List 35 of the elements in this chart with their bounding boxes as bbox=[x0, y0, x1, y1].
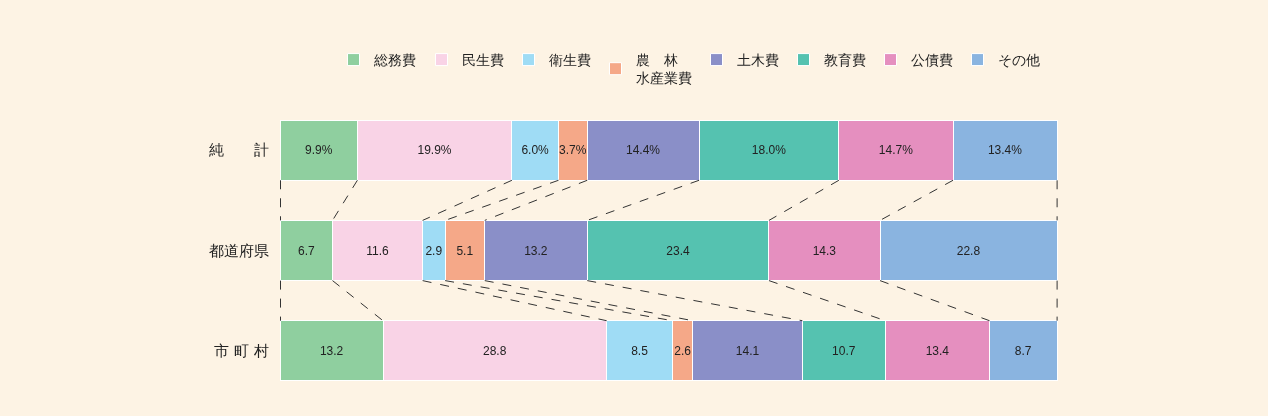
y-tick-label: 都道府県 bbox=[209, 241, 269, 260]
data-label: 28.8 bbox=[483, 343, 507, 358]
y-tick-label: 純 計 bbox=[209, 141, 269, 160]
legend-label: その他 bbox=[997, 52, 1040, 69]
data-label: 14.1 bbox=[735, 343, 760, 358]
data-label: 9.9% bbox=[305, 143, 333, 158]
data-label: 6.7 bbox=[298, 243, 316, 258]
data-label: 22.8 bbox=[956, 243, 981, 258]
data-label: 6.0% bbox=[521, 143, 550, 158]
data-label: 18.0% bbox=[751, 143, 787, 158]
data-label: 2.9 bbox=[425, 243, 443, 258]
legend-label: 衛生費 bbox=[548, 52, 591, 69]
legend-label: 教育費 bbox=[823, 52, 866, 69]
legend-label: 土木費 bbox=[736, 52, 779, 69]
data-label: 3.7% bbox=[559, 143, 587, 158]
data-label: 14.4% bbox=[626, 143, 661, 158]
data-label: 13.2 bbox=[524, 243, 548, 258]
data-label: 8.5 bbox=[631, 343, 649, 358]
data-label: 23.4 bbox=[666, 243, 690, 258]
legend-label: 総務費 bbox=[372, 52, 416, 69]
y-tick-label: 市 町 村 bbox=[214, 342, 269, 361]
data-label: 13.2 bbox=[319, 343, 344, 358]
data-label: 19.9% bbox=[417, 143, 452, 158]
data-label: 14.7% bbox=[878, 143, 914, 158]
data-label: 10.7 bbox=[832, 343, 856, 358]
data-label: 2.6 bbox=[674, 343, 692, 358]
data-label: 11.6 bbox=[366, 243, 389, 258]
legend-label: 農 林水産業費 bbox=[635, 52, 692, 87]
legend-label: 民生費 bbox=[461, 52, 504, 69]
data-label: 8.7 bbox=[1014, 343, 1032, 358]
legend-label: 公債費 bbox=[910, 52, 953, 69]
data-label: 13.4% bbox=[987, 143, 1023, 158]
data-label: 13.4 bbox=[925, 343, 950, 358]
data-label: 14.3 bbox=[812, 243, 837, 258]
data-label: 5.1 bbox=[456, 243, 474, 258]
